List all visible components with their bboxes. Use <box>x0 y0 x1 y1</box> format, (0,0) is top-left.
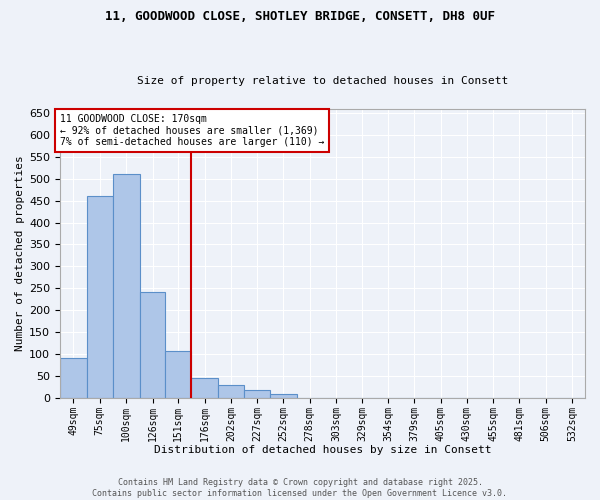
Text: Contains HM Land Registry data © Crown copyright and database right 2025.
Contai: Contains HM Land Registry data © Crown c… <box>92 478 508 498</box>
X-axis label: Distribution of detached houses by size in Consett: Distribution of detached houses by size … <box>154 445 491 455</box>
Text: 11 GOODWOOD CLOSE: 170sqm
← 92% of detached houses are smaller (1,369)
7% of sem: 11 GOODWOOD CLOSE: 170sqm ← 92% of detac… <box>60 114 325 147</box>
Y-axis label: Number of detached properties: Number of detached properties <box>15 156 25 351</box>
Bar <box>60 358 87 398</box>
Text: 11, GOODWOOD CLOSE, SHOTLEY BRIDGE, CONSETT, DH8 0UF: 11, GOODWOOD CLOSE, SHOTLEY BRIDGE, CONS… <box>105 10 495 23</box>
Bar <box>191 378 218 398</box>
Bar <box>270 394 296 398</box>
Bar <box>166 350 191 398</box>
Bar <box>244 390 270 398</box>
Bar <box>218 385 244 398</box>
Bar <box>140 292 166 398</box>
Title: Size of property relative to detached houses in Consett: Size of property relative to detached ho… <box>137 76 508 86</box>
Bar <box>113 174 140 398</box>
Bar <box>87 196 113 398</box>
